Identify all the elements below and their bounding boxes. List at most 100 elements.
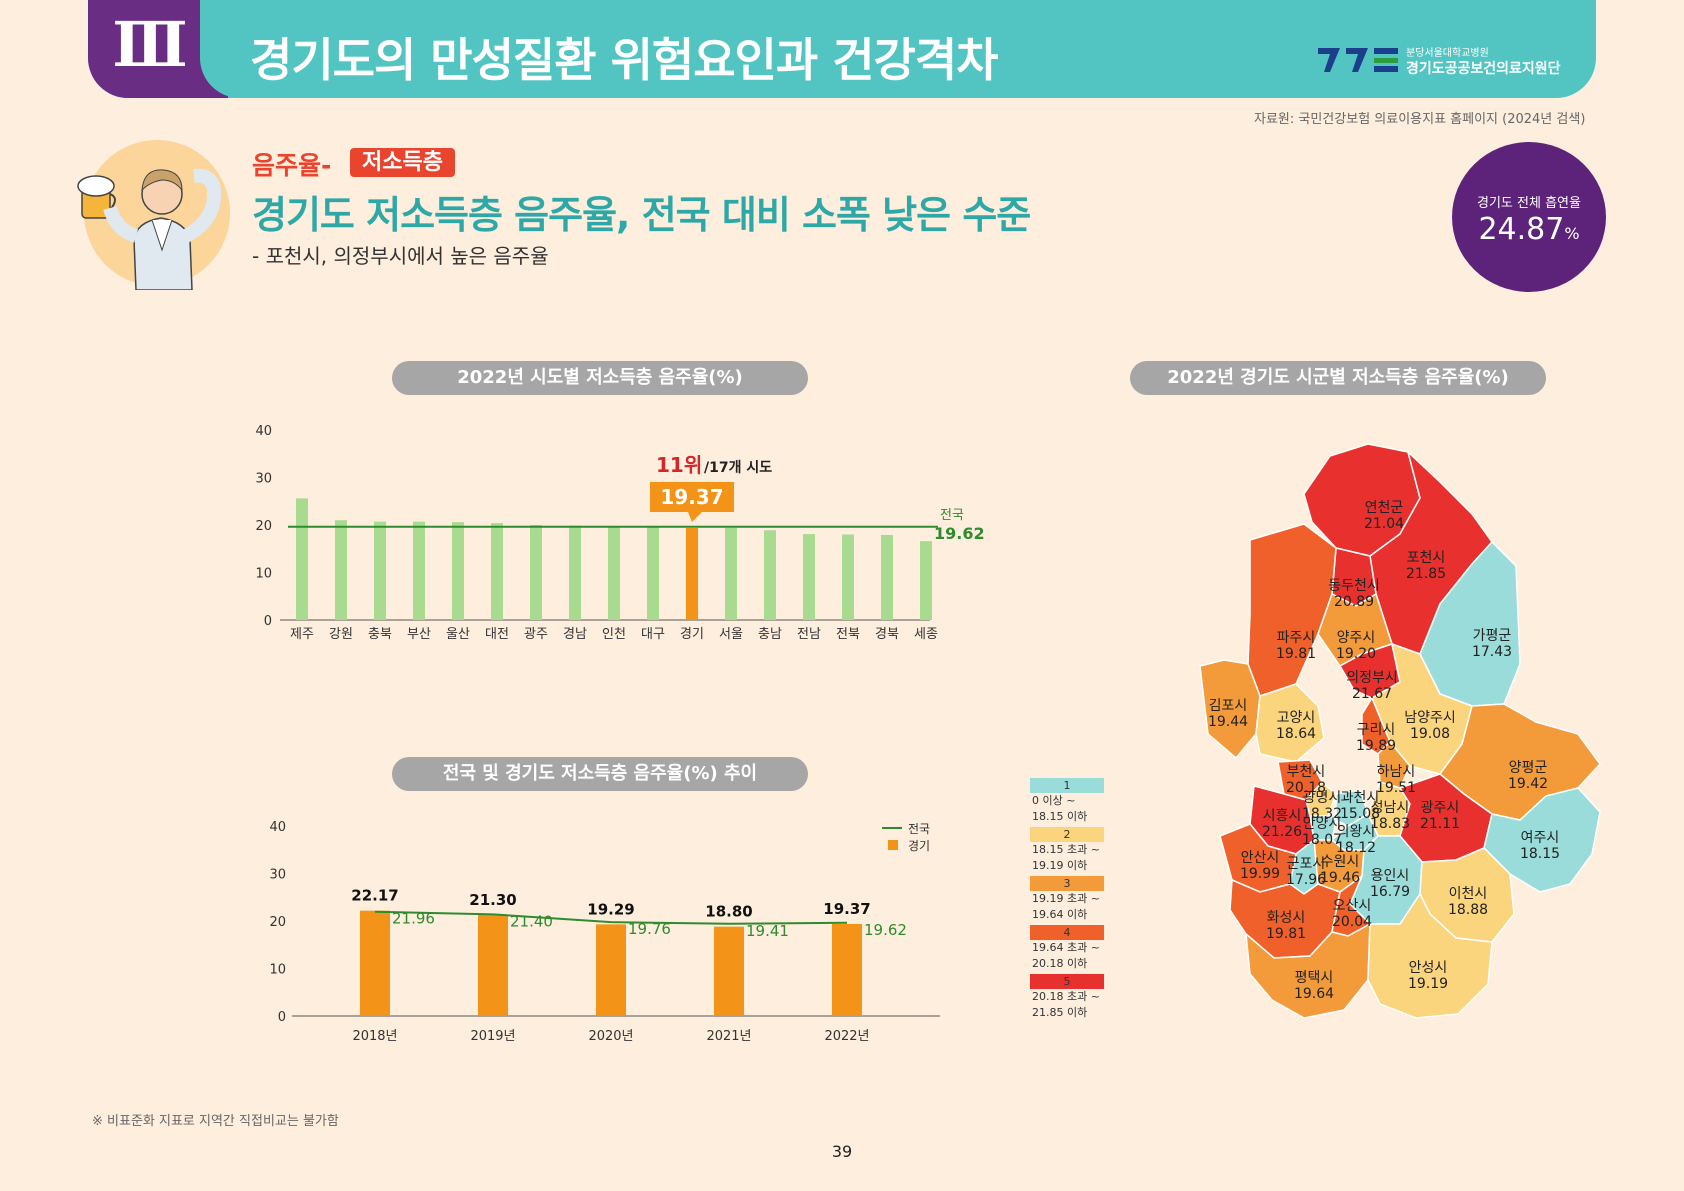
region-value: 19.81 xyxy=(1276,646,1316,662)
logo-subtitle: 분당서울대학교병원 xyxy=(1406,48,1489,59)
region-value: 19.64 xyxy=(1294,986,1334,1002)
x-tick-label: 강원 xyxy=(329,627,353,642)
reference-value: 19.62 xyxy=(934,524,985,543)
source-note: 자료원: 국민건강보험 의료이용지표 홈페이지 (2024년 검색) xyxy=(1254,112,1586,127)
region-value: 15.08 xyxy=(1340,806,1380,822)
gyeonggi-bar xyxy=(714,926,744,1016)
region-value: 21.04 xyxy=(1364,516,1404,532)
legend-range-label: 0 이상 ~ 18.15 이하 xyxy=(1032,794,1088,823)
logo-name: 경기도공공보건의료지원단 xyxy=(1406,61,1561,77)
bar xyxy=(491,523,503,620)
x-tick-label: 충북 xyxy=(368,627,392,642)
x-tick-label: 부산 xyxy=(407,627,431,642)
gyeonggi-value-label: 18.80 xyxy=(705,903,752,921)
bar xyxy=(608,526,620,620)
y-tick-label: 30 xyxy=(269,868,286,883)
region-value: 18.15 xyxy=(1520,846,1560,862)
legend-swatch: 5 xyxy=(1030,974,1104,989)
region-name: 광주시 xyxy=(1421,800,1460,816)
bar xyxy=(881,534,893,620)
region-name: 부천시 xyxy=(1287,764,1326,780)
region-name: 양평군 xyxy=(1509,760,1548,776)
bar xyxy=(530,525,542,620)
legend-gyeonggi: 경기 xyxy=(908,839,930,853)
national-value-label: 19.62 xyxy=(864,921,907,939)
national-trend-line xyxy=(374,910,848,925)
region-name: 남양주시 xyxy=(1404,710,1456,726)
badge-value: 24.87% xyxy=(1452,212,1606,247)
region-value: 19.89 xyxy=(1356,738,1396,754)
region-name: 성남시 xyxy=(1371,800,1410,816)
region-value: 16.79 xyxy=(1370,884,1410,900)
region-value: 21.85 xyxy=(1406,566,1446,582)
chart1-title: 2022년 시도별 저소득층 음주율(%) xyxy=(392,361,808,395)
region-name: 구리시 xyxy=(1357,722,1396,738)
badge-label: 경기도 전체 흡연율 xyxy=(1477,196,1581,211)
map-region xyxy=(1247,523,1337,697)
highlight-callout xyxy=(650,481,734,512)
drinking-man-illustration xyxy=(77,168,222,290)
region-value: 21.26 xyxy=(1262,824,1302,840)
region-value: 17.43 xyxy=(1472,644,1512,660)
region-value: 18.32 xyxy=(1302,806,1342,822)
region-value: 19.99 xyxy=(1240,866,1280,882)
region-value: 19.51 xyxy=(1376,780,1416,796)
page-number: 39 xyxy=(831,1142,853,1161)
region-name: 의정부시 xyxy=(1346,670,1398,686)
region-name: 여주시 xyxy=(1521,830,1560,846)
y-tick-label: 30 xyxy=(255,472,272,487)
legend-bar-swatch xyxy=(888,840,898,850)
chapter-number: Ⅲ xyxy=(112,8,188,81)
region-value: 20.04 xyxy=(1332,914,1372,930)
x-tick-label: 경기 xyxy=(680,627,704,642)
header-bar xyxy=(88,0,1596,98)
x-tick-label: 서울 xyxy=(719,627,743,642)
bar xyxy=(647,526,659,620)
region-value: 18.88 xyxy=(1448,902,1488,918)
region-name: 가평군 xyxy=(1473,628,1512,644)
topic-tag: 저소득층 xyxy=(350,148,455,177)
gyeonggi-value-label: 21.30 xyxy=(469,891,516,909)
region-name: 평택시 xyxy=(1295,970,1334,986)
region-value: 19.20 xyxy=(1336,646,1376,662)
legend-range-label: 19.19 초과 ~ 19.64 이하 xyxy=(1032,892,1100,921)
reference-name: 전국 xyxy=(940,508,964,523)
region-value: 19.19 xyxy=(1408,976,1448,992)
regional-bar-chart: 0 10 20 30 40 제주 강원 충북 부산 울산 대전 광주 경남 인천 대구 경기 19.37 11위 /… xyxy=(255,424,985,642)
region-name: 안양시 xyxy=(1303,816,1342,832)
region-name: 이천시 xyxy=(1449,886,1488,902)
trend-bar-chart: 0 10 20 30 40 22.17 2018년 21.30 2019년 19.29 2020년 1… xyxy=(269,820,940,1044)
chart2-title: 전국 및 경기도 저소득층 음주율(%) 추이 xyxy=(392,757,808,791)
legend-range-label: 19.64 초과 ~ 20.18 이하 xyxy=(1032,941,1100,970)
region-value: 19.44 xyxy=(1208,714,1248,730)
region-value: 19.08 xyxy=(1410,726,1450,742)
bar xyxy=(764,530,776,620)
gyeonggi-value-label: 22.17 xyxy=(351,887,398,905)
y-tick-label: 20 xyxy=(255,519,272,534)
gyeonggi-value-label: 19.37 xyxy=(823,900,870,918)
map-region xyxy=(1361,696,1391,755)
x-tick-label: 충남 xyxy=(758,627,782,642)
x-tick-label: 경북 xyxy=(875,627,899,642)
bar xyxy=(569,525,581,620)
region-name: 군포시 xyxy=(1287,856,1326,872)
rank-label: 11위 xyxy=(656,453,702,477)
region-name: 시흥시 xyxy=(1263,808,1302,824)
x-tick-label: 울산 xyxy=(446,627,470,642)
region-name: 과천시 xyxy=(1341,790,1380,806)
y-tick-label: 0 xyxy=(278,1010,286,1025)
highlight-value: 19.37 xyxy=(660,485,723,509)
region-name: 연천군 xyxy=(1365,500,1404,516)
logo-icon xyxy=(1318,48,1398,72)
y-tick-label: 0 xyxy=(264,614,272,629)
region-name: 고양시 xyxy=(1277,710,1316,726)
x-tick-label: 대구 xyxy=(641,627,665,642)
legend-swatch: 3 xyxy=(1030,876,1104,891)
region-value: 20.18 xyxy=(1286,780,1326,796)
legend-range-label: 20.18 초과 ~ 21.85 이하 xyxy=(1032,990,1100,1019)
region-value: 19.42 xyxy=(1508,776,1548,792)
region-name: 김포시 xyxy=(1209,698,1248,714)
x-tick-label: 2021년 xyxy=(706,1029,751,1044)
footnote: ※ 비표준화 지표로 지역간 직접비교는 불가함 xyxy=(92,1114,339,1129)
